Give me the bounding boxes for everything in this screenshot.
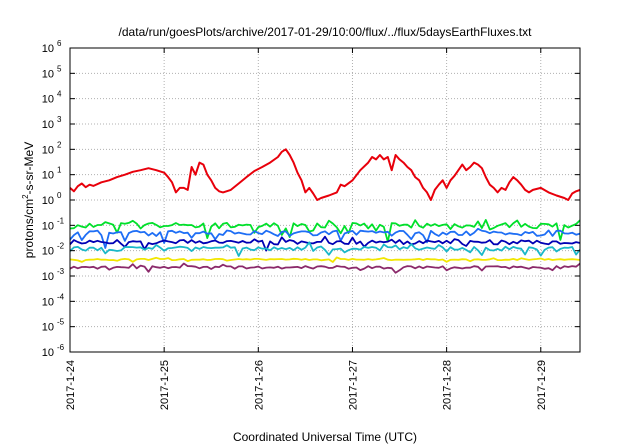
series-line-1 [69,148,581,201]
y-tick-base: 10 [42,322,54,334]
x-tick-label: 2017-1-27 [347,360,359,410]
y-tick-exponent: 3 [57,115,62,124]
y-tick-exponent: -6 [57,343,65,352]
y-tick-base: 10 [42,144,54,156]
y-tick-exponent: 6 [57,39,62,48]
x-tick-label: 2017-1-28 [442,360,454,410]
y-tick-label: 10 -3 [42,267,65,283]
y-tick-exponent: -1 [57,216,65,225]
y-tick-label: 10 -6 [42,343,65,359]
y-tick-base: 10 [42,94,54,106]
y-tick-label: 10 5 [42,64,62,80]
x-tick-label: 2017-1-26 [253,360,265,410]
x-axis: 2017-1-24 2017-1-25 2017-1-26 2017-1-27 2017… [65,48,548,410]
y-tick-base: 10 [42,246,54,258]
y-axis: 10 -610 -510 -410 -310 -210 -110 010 110 210 310 41… [42,39,580,359]
y-tick-exponent: 4 [57,90,62,99]
y-tick-label: 10 3 [42,115,62,131]
y-tick-base: 10 [42,347,54,359]
chart-title: /data/run/goesPlots/archive/2017-01-29/1… [119,25,533,39]
y-tick-exponent: -2 [57,242,65,251]
y-tick-exponent: 1 [57,166,62,175]
x-tick-label: 2017-1-25 [159,360,171,410]
y-tick-base: 10 [42,271,54,283]
y-tick-base: 10 [42,119,54,131]
y-tick-label: 10 1 [42,166,62,182]
y-axis-label-suffix: -s-sr-MeV [22,142,36,195]
y-axis-label: protons/cm2-s-sr-MeV [21,142,36,258]
series-group [69,148,581,274]
y-tick-base: 10 [42,220,54,232]
y-tick-label: 10 -4 [42,292,65,308]
x-tick-label: 2017-1-24 [65,360,77,410]
y-tick-label: 10 -1 [42,216,65,232]
y-tick-exponent: 0 [57,191,62,200]
y-tick-label: 10 0 [42,191,62,207]
y-tick-base: 10 [42,43,54,55]
y-axis-label-prefix: protons/cm [22,199,36,258]
y-tick-base: 10 [42,68,54,80]
x-tick-label: 2017-1-29 [536,360,548,410]
x-axis-label: Coordinated Universal Time (UTC) [233,430,417,444]
y-tick-exponent: -5 [57,318,65,327]
y-axis-label-sup: 2 [21,194,30,199]
series-line-7 [69,262,581,274]
y-tick-label: 10 4 [42,90,62,106]
series-line-6 [69,256,581,263]
series-line-3 [69,227,581,249]
y-tick-exponent: 2 [57,140,62,149]
y-tick-label: 10 6 [42,39,62,55]
y-tick-base: 10 [42,296,54,308]
y-tick-exponent: 5 [57,64,62,73]
y-tick-exponent: -3 [57,267,65,276]
series-line-5 [69,241,581,257]
grid-lines [70,48,580,352]
series-line-2 [69,219,581,243]
series-line-4 [69,235,581,252]
y-tick-label: 10 -5 [42,318,65,334]
y-tick-label: 10 -2 [42,242,65,258]
y-tick-label: 10 2 [42,140,62,156]
y-tick-base: 10 [42,195,54,207]
y-tick-base: 10 [42,170,54,182]
y-tick-exponent: -4 [57,292,65,301]
